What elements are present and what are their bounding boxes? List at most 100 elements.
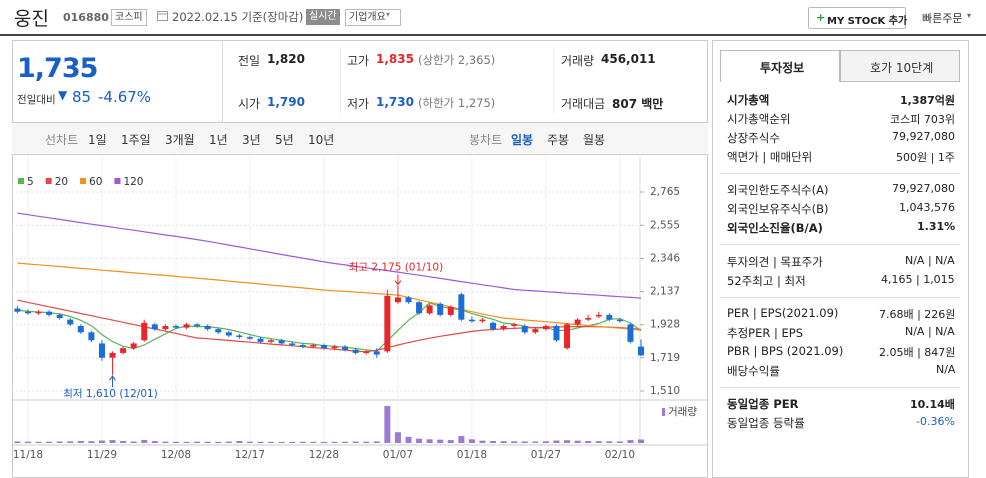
info-value: 1,820 [267, 52, 305, 66]
info-value: -0.36% [916, 415, 955, 428]
volume-bar [553, 440, 560, 443]
legend-swatch [45, 178, 52, 184]
stock-name: 웅진 [14, 8, 49, 30]
volume-bar [172, 441, 179, 443]
x-tick-label: 11/18 [13, 449, 43, 461]
candle-body [627, 324, 634, 342]
period-tab[interactable]: 10년 [308, 133, 335, 147]
candle-body [172, 325, 179, 328]
volume-bar [490, 440, 497, 443]
volume-bar [479, 440, 486, 443]
volume-bar [278, 441, 285, 443]
quick-order[interactable]: 빠른주문 [922, 12, 963, 25]
header-rule [0, 34, 986, 36]
period-tab[interactable]: 3년 [242, 133, 261, 147]
volume-bar [500, 441, 507, 443]
candle-body [215, 329, 222, 333]
volume-bar [437, 439, 444, 443]
volume-bar [98, 440, 105, 443]
volume-bar [24, 441, 31, 443]
candle-body [458, 294, 465, 320]
period-tab[interactable]: 5년 [275, 133, 294, 147]
candle-body [384, 295, 391, 352]
info-label: 상장주식수 [727, 131, 780, 145]
volume-bar [246, 441, 253, 443]
legend-label: 5 [27, 176, 34, 188]
period-bar [12, 122, 708, 155]
info-value: 807 백만 [612, 97, 664, 111]
volume-bar [532, 441, 539, 443]
y-tick-label: 2,137 [650, 286, 680, 298]
x-tick-label: 01/18 [457, 449, 487, 461]
tab-label[interactable]: 호가 10단계 [870, 61, 934, 75]
volume-bar [109, 440, 116, 443]
info-value: N/A [936, 363, 956, 376]
overview-dropdown[interactable]: 기업개요 [345, 9, 401, 26]
period-tab[interactable]: 1주일 [121, 133, 151, 147]
period-tab[interactable]: 일봉 [511, 133, 534, 147]
x-tick-label: 12/28 [309, 449, 339, 461]
mystock-button[interactable]: + MY STOCK 추가 [808, 7, 907, 29]
candle-body [447, 306, 454, 315]
info-value: 79,927,080 [892, 182, 955, 195]
volume-bar [405, 436, 412, 443]
info-value: 500원 | 1주 [896, 151, 955, 164]
volume-bar [77, 440, 84, 443]
current-price: 1,735 [17, 53, 98, 84]
volume-bar [310, 441, 317, 443]
candle-body [521, 325, 528, 333]
separator [720, 387, 960, 388]
y-tick-label: 2,765 [650, 186, 680, 198]
period-tab[interactable]: 1년 [209, 133, 228, 147]
base-date: 2022.02.15 기준(장마감) [172, 10, 304, 24]
volume-bar [151, 441, 158, 443]
volume-bar [67, 441, 74, 443]
info-label: 시가 [238, 97, 261, 111]
info-value: 2.05배 | 847원 [879, 346, 956, 359]
volume-bar [627, 440, 634, 443]
volume-bar [299, 441, 306, 443]
tab[interactable] [840, 50, 960, 82]
candle-body [56, 314, 63, 319]
legend-swatch [662, 408, 665, 416]
volume-bar [384, 406, 391, 443]
period-tab[interactable]: 3개월 [165, 133, 195, 147]
candle-body [289, 343, 296, 346]
candle-body [574, 319, 581, 325]
tab-active[interactable] [720, 50, 840, 82]
volume-bar [215, 441, 222, 443]
volume-bar [162, 441, 169, 443]
info-label: 외국인소진율(B/A) [727, 221, 823, 235]
volume-bar [88, 441, 95, 443]
volume-bar [14, 441, 21, 443]
volume-bar [468, 439, 475, 443]
candle-body [77, 325, 84, 333]
info-value: 1,043,576 [899, 201, 955, 214]
candle-body [585, 318, 592, 320]
volume-bar [363, 441, 370, 443]
tab-label[interactable]: 투자정보 [760, 61, 805, 75]
period-tab[interactable]: 주봉 [547, 133, 570, 147]
volume-bar [204, 441, 211, 443]
candle-body [130, 343, 137, 349]
candle-body [257, 338, 264, 342]
candle-body [120, 348, 127, 353]
legend-label: 120 [123, 176, 143, 188]
volume-bar [511, 441, 518, 443]
chart-type-label[interactable]: 선차트 [45, 133, 79, 147]
info-value: 1,387억원 [900, 94, 956, 107]
period-tab[interactable]: 월봉 [583, 133, 606, 147]
change-rate: -4.67% [98, 88, 152, 106]
info-label: 외국인보유주식수(B) [727, 202, 829, 216]
candle-body [479, 319, 486, 322]
info-label: 저가 [347, 97, 370, 111]
candle-body [405, 297, 412, 303]
candle-body [35, 311, 42, 314]
annotation-arrowhead [394, 280, 402, 286]
realtime-badge[interactable]: 실시간 [306, 9, 340, 25]
candle-body [342, 346, 349, 350]
period-tab[interactable]: 1일 [88, 133, 107, 147]
chart-type-label[interactable]: 봉차트 [469, 133, 503, 147]
volume-bar [595, 441, 602, 443]
volume-bar [225, 441, 232, 443]
